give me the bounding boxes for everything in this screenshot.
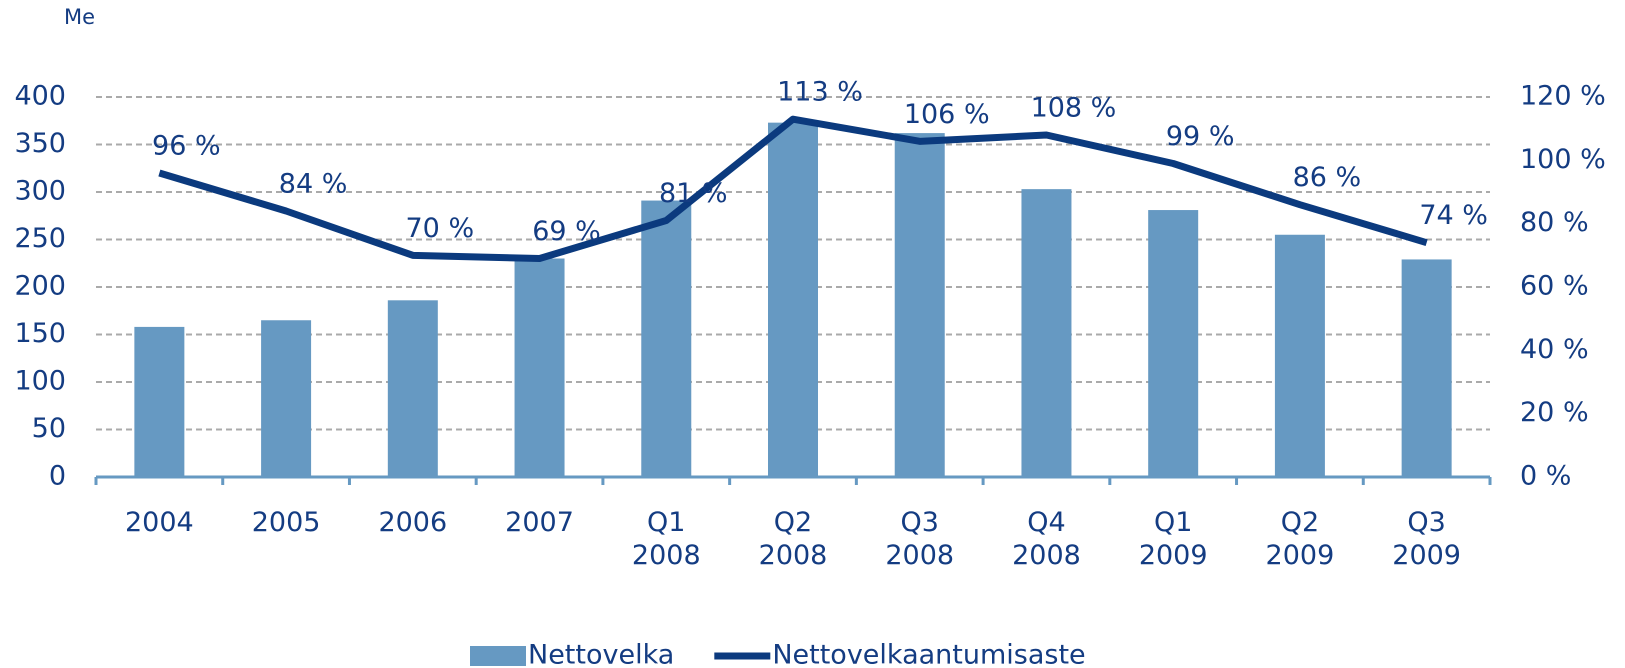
bar xyxy=(1401,259,1452,477)
data-label: 69 % xyxy=(532,216,601,247)
y2-tick-label: 120 % xyxy=(1520,81,1606,112)
y-tick-label: 100 xyxy=(14,366,66,397)
data-label: 86 % xyxy=(1293,162,1362,193)
line xyxy=(158,115,1428,262)
x-tick-label: Q3 2008 xyxy=(885,507,955,571)
y2-tick-label: 60 % xyxy=(1520,271,1589,302)
bar xyxy=(1021,189,1072,477)
bar xyxy=(641,200,692,478)
x-tick-label: Q2 2008 xyxy=(758,507,828,571)
y-tick-label: 150 xyxy=(14,318,66,349)
x-tick-label: Q2 2009 xyxy=(1265,507,1335,571)
x-tick-label: 2007 xyxy=(505,507,574,538)
legend-label: Nettovelkaantumisaste xyxy=(772,640,1085,668)
data-label: 96 % xyxy=(152,131,221,162)
data-label: 84 % xyxy=(279,169,348,200)
data-label: 81 % xyxy=(659,178,728,209)
bar xyxy=(387,300,438,477)
data-label: 74 % xyxy=(1419,200,1488,231)
y2-tick-label: 100 % xyxy=(1520,144,1606,175)
data-label: 108 % xyxy=(1031,93,1117,124)
y-tick-label: 200 xyxy=(14,271,66,302)
data-label: 106 % xyxy=(904,99,990,130)
bar xyxy=(1148,210,1199,478)
y-tick-label: 350 xyxy=(14,128,66,159)
y-axis-unit: Me xyxy=(64,5,95,29)
y-tick-label: 50 xyxy=(32,413,66,444)
x-tick-label: Q3 2009 xyxy=(1392,507,1461,571)
legend-label: Nettovelka xyxy=(528,640,674,668)
x-tick-label: Q1 2008 xyxy=(631,507,701,571)
legend-swatch xyxy=(470,646,526,666)
y-tick-label: 300 xyxy=(14,176,66,207)
y-tick-label: 250 xyxy=(14,223,66,254)
data-label: 113 % xyxy=(777,77,863,108)
y-tick-label: 400 xyxy=(14,81,66,112)
x-tick-label: Q1 2009 xyxy=(1138,507,1208,571)
bar xyxy=(894,133,945,477)
bar xyxy=(768,122,818,478)
bar xyxy=(514,258,565,477)
y2-tick-label: 0 % xyxy=(1520,461,1571,492)
x-tick-label: Q4 2008 xyxy=(1012,507,1081,571)
y2-tick-label: 80 % xyxy=(1520,207,1589,238)
data-label: 99 % xyxy=(1166,121,1235,152)
x-tick-label: 2005 xyxy=(251,507,321,538)
x-tick-label: 2006 xyxy=(378,507,448,538)
y2-tick-label: 40 % xyxy=(1520,334,1589,365)
bar xyxy=(1274,234,1325,477)
data-label: 70 % xyxy=(406,213,475,244)
bar xyxy=(134,326,185,477)
x-tick-label: 2004 xyxy=(125,507,194,538)
bar xyxy=(261,320,312,477)
y2-tick-label: 20 % xyxy=(1520,397,1589,428)
y-tick-label: 0 xyxy=(49,461,66,492)
